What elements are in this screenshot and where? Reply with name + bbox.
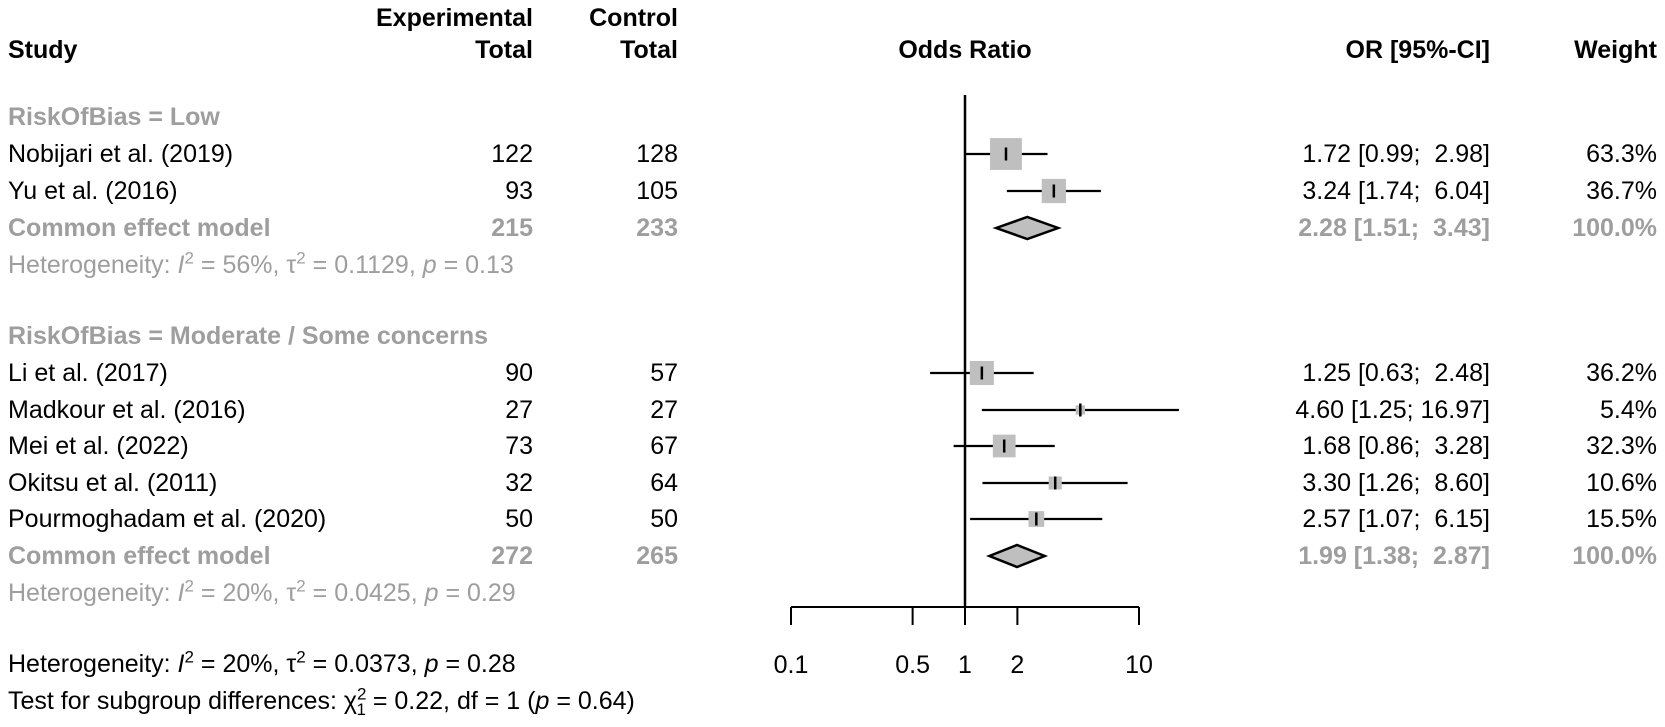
experimental-total: 93 xyxy=(505,177,533,205)
control-total: 265 xyxy=(636,542,678,570)
subgroup-test-text: Test for subgroup differences: χ21 = 0.2… xyxy=(8,684,635,719)
study-name: Li et al. (2017) xyxy=(8,359,168,387)
study-name: Nobijari et al. (2019) xyxy=(8,140,234,168)
or-ci-value: 1.68 [0.86; 3.28] xyxy=(1302,432,1490,460)
axis-tick-label: 10 xyxy=(1125,651,1153,679)
study-name: Mei et al. (2022) xyxy=(8,432,189,460)
study-name: Madkour et al. (2016) xyxy=(8,396,246,424)
axis-tick-label: 2 xyxy=(1010,651,1024,679)
or-ci-value: 2.57 [1.07; 6.15] xyxy=(1302,505,1490,533)
subgroup-label-row: RiskOfBias = Moderate / Some concerns xyxy=(0,318,1665,354)
control-total: 64 xyxy=(650,469,678,497)
weight-value: 100.0% xyxy=(1572,214,1657,242)
overall-heterogeneity-row: Heterogeneity: I2 = 20%, τ2 = 0.0373, p … xyxy=(0,646,1665,682)
column-header-control-total: Total xyxy=(620,36,678,64)
column-header-experimental-total: Total xyxy=(475,36,533,64)
summary-label: Common effect model xyxy=(8,214,271,242)
subgroup-heterogeneity-row: Heterogeneity: I2 = 56%, τ2 = 0.1129, p … xyxy=(0,247,1665,283)
header-row-1: Experimental Control xyxy=(0,0,1665,36)
summary-row: Common effect model 272 265 1.99 [1.38; 2.8… xyxy=(0,538,1665,574)
summary-diamond xyxy=(992,215,1062,241)
study-name: Yu et al. (2016) xyxy=(8,177,178,205)
weight-value: 5.4% xyxy=(1600,396,1657,424)
or-ci-value: 1.25 [0.63; 2.48] xyxy=(1302,359,1490,387)
or-ci-value: 1.99 [1.38; 2.87] xyxy=(1298,542,1490,570)
subgroup-heterogeneity-row: Heterogeneity: I2 = 20%, τ2 = 0.0425, p … xyxy=(0,575,1665,611)
or-ci-value: 2.28 [1.51; 3.43] xyxy=(1298,214,1490,242)
or-ci-value: 3.24 [1.74; 6.04] xyxy=(1302,177,1490,205)
experimental-total: 272 xyxy=(491,542,533,570)
subgroup-label-row: RiskOfBias = Low xyxy=(0,99,1665,135)
summary-label: Common effect model xyxy=(8,542,271,570)
weight-value: 32.3% xyxy=(1586,432,1657,460)
study-row: Okitsu et al. (2011) 32 64 3.30 [1.26; 8.60… xyxy=(0,465,1665,501)
subgroup-heterogeneity-text: Heterogeneity: I2 = 56%, τ2 = 0.1129, p … xyxy=(8,248,514,279)
study-name: Okitsu et al. (2011) xyxy=(8,469,218,497)
or-ci-value: 3.30 [1.26; 8.60] xyxy=(1302,469,1490,497)
experimental-total: 50 xyxy=(505,505,533,533)
axis-tick-label: 1 xyxy=(958,651,972,679)
study-row: Yu et al. (2016) 93 105 3.24 [1.74; 6.04] 36… xyxy=(0,173,1665,209)
weight-value: 10.6% xyxy=(1586,469,1657,497)
control-total: 67 xyxy=(650,432,678,460)
axis-tick-label: 0.1 xyxy=(774,651,809,679)
study-name: Pourmoghadam et al. (2020) xyxy=(8,505,327,533)
overall-heterogeneity-text: Heterogeneity: I2 = 20%, τ2 = 0.0373, p … xyxy=(8,647,516,678)
summary-diamond xyxy=(985,543,1049,569)
experimental-total: 122 xyxy=(491,140,533,168)
experimental-total: 27 xyxy=(505,396,533,424)
column-header-or-ci: OR [95%-CI] xyxy=(1345,36,1490,64)
weight-value: 36.2% xyxy=(1586,359,1657,387)
or-ci-value: 4.60 [1.25; 16.97] xyxy=(1295,396,1490,424)
subgroup-label: RiskOfBias = Low xyxy=(8,103,220,131)
weight-value: 15.5% xyxy=(1586,505,1657,533)
control-total: 27 xyxy=(650,396,678,424)
column-header-study: Study xyxy=(8,36,78,64)
control-total: 233 xyxy=(636,214,678,242)
study-row: Nobijari et al. (2019) 122 128 1.72 [0.99; … xyxy=(0,136,1665,172)
experimental-total: 215 xyxy=(491,214,533,242)
axis-tick-label: 0.5 xyxy=(895,651,930,679)
column-header-experimental: Experimental xyxy=(375,4,533,32)
control-total: 105 xyxy=(636,177,678,205)
weight-value: 36.7% xyxy=(1586,177,1657,205)
subgroup-test-row: Test for subgroup differences: χ21 = 0.2… xyxy=(0,683,1665,719)
study-row: Pourmoghadam et al. (2020) 50 50 2.57 [1.07… xyxy=(0,501,1665,537)
study-row: Li et al. (2017) 90 57 1.25 [0.63; 2.48] 36.… xyxy=(0,355,1665,391)
subgroup-heterogeneity-text: Heterogeneity: I2 = 20%, τ2 = 0.0425, p … xyxy=(8,576,516,607)
experimental-total: 90 xyxy=(505,359,533,387)
experimental-total: 73 xyxy=(505,432,533,460)
weight-value: 63.3% xyxy=(1586,140,1657,168)
control-total: 50 xyxy=(650,505,678,533)
experimental-total: 32 xyxy=(505,469,533,497)
weight-value: 100.0% xyxy=(1572,542,1657,570)
summary-row: Common effect model 215 233 2.28 [1.51; 3.4… xyxy=(0,210,1665,246)
header-row-2: Study Total Total Odds Ratio OR [95%-CI]… xyxy=(0,32,1665,68)
column-header-control: Control xyxy=(589,4,678,32)
study-row: Mei et al. (2022) 73 67 1.68 [0.86; 3.28] 32… xyxy=(0,428,1665,464)
subgroup-label: RiskOfBias = Moderate / Some concerns xyxy=(8,322,489,350)
column-header-weight: Weight xyxy=(1574,36,1657,64)
control-total: 57 xyxy=(650,359,678,387)
or-ci-value: 1.72 [0.99; 2.98] xyxy=(1302,140,1490,168)
study-row: Madkour et al. (2016) 27 27 4.60 [1.25; 16.… xyxy=(0,392,1665,428)
column-header-odds-ratio: Odds Ratio xyxy=(898,36,1032,64)
control-total: 128 xyxy=(636,140,678,168)
